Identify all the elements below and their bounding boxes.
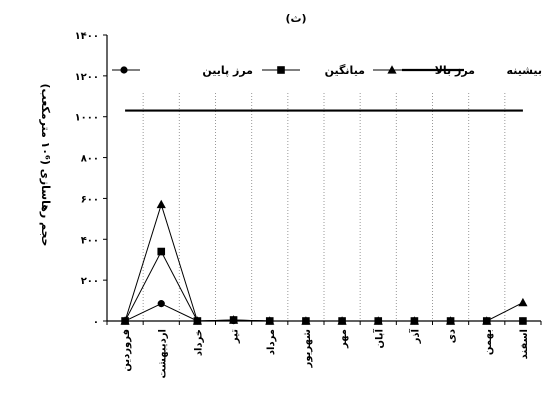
x-tick-label: تیر (230, 329, 241, 344)
data-point (445, 316, 456, 325)
x-tick-label: خرداد (193, 329, 204, 356)
series-triangle (120, 199, 528, 325)
y-tick-label: ۴۰۰ (81, 235, 99, 246)
data-point (373, 316, 383, 325)
y-tick-label: ۸۰۰ (81, 154, 99, 165)
x-tick-label: دی (447, 329, 458, 343)
data-point (157, 300, 165, 308)
data-point (192, 316, 203, 325)
data-point (228, 315, 239, 324)
data-point (301, 316, 311, 325)
x-tick-label: آذر (408, 328, 421, 344)
data-point (482, 316, 492, 325)
data-point (518, 297, 528, 307)
data-point (519, 317, 527, 325)
series-layer (120, 109, 528, 325)
x-tick-label: مرداد (266, 329, 277, 355)
legend-item: مرز بالا (373, 64, 475, 77)
legend-label: مرز بالا (435, 64, 475, 77)
data-point (265, 316, 275, 325)
legend-label: بیشینه (507, 64, 542, 77)
chart-title: (ث) (285, 12, 306, 25)
data-point (409, 316, 420, 325)
data-point (156, 199, 166, 209)
y-tick-label: ۶۰۰ (81, 194, 99, 205)
legend-item: میانگین (262, 64, 365, 77)
y-axis-label: حجم رهاسازی (۱۰⁶ مترمکعب) (39, 84, 52, 247)
legend-marker (277, 66, 285, 74)
legend-item: بیشینه (402, 64, 542, 77)
data-point (337, 316, 347, 325)
series-line (124, 202, 524, 322)
y-tick-label: ۰ (93, 317, 99, 328)
ticks-layer: ۰ ۲۰۰ ۴۰۰ ۶۰۰ ۸۰۰ ۱۰۰۰ ۱۲۰۰ ۱۴۰۰ فروردین اردیبهشت… (75, 31, 542, 379)
legend-label: مرز پایین (202, 64, 253, 77)
y-tick-label: ۱۰۰۰ (75, 113, 99, 124)
legend-marker (387, 65, 397, 74)
legend-marker (120, 66, 128, 74)
legend: بیشینه مرز بالا میانگین مرز پایین (112, 64, 542, 77)
x-tick-label: اردیبهشت (157, 329, 168, 379)
y-tick-label: ۲۰۰ (81, 276, 99, 287)
x-tick-label: مهر (338, 329, 349, 349)
data-point (120, 316, 130, 325)
y-tick-label: ۱۲۰۰ (75, 72, 99, 83)
x-tick-label: شهریور (302, 329, 313, 369)
x-tick-label: اسفند (519, 329, 530, 359)
x-tick-label: آبان (372, 328, 385, 348)
x-tick-label: بهمن (483, 329, 494, 355)
grid-layer (142, 93, 506, 321)
legend-label: میانگین (325, 64, 365, 77)
y-tick-label: ۱۴۰۰ (75, 31, 99, 42)
data-point (157, 247, 166, 256)
legend-item: مرز پایین (112, 64, 253, 77)
x-tick-label: فروردین (121, 329, 132, 372)
